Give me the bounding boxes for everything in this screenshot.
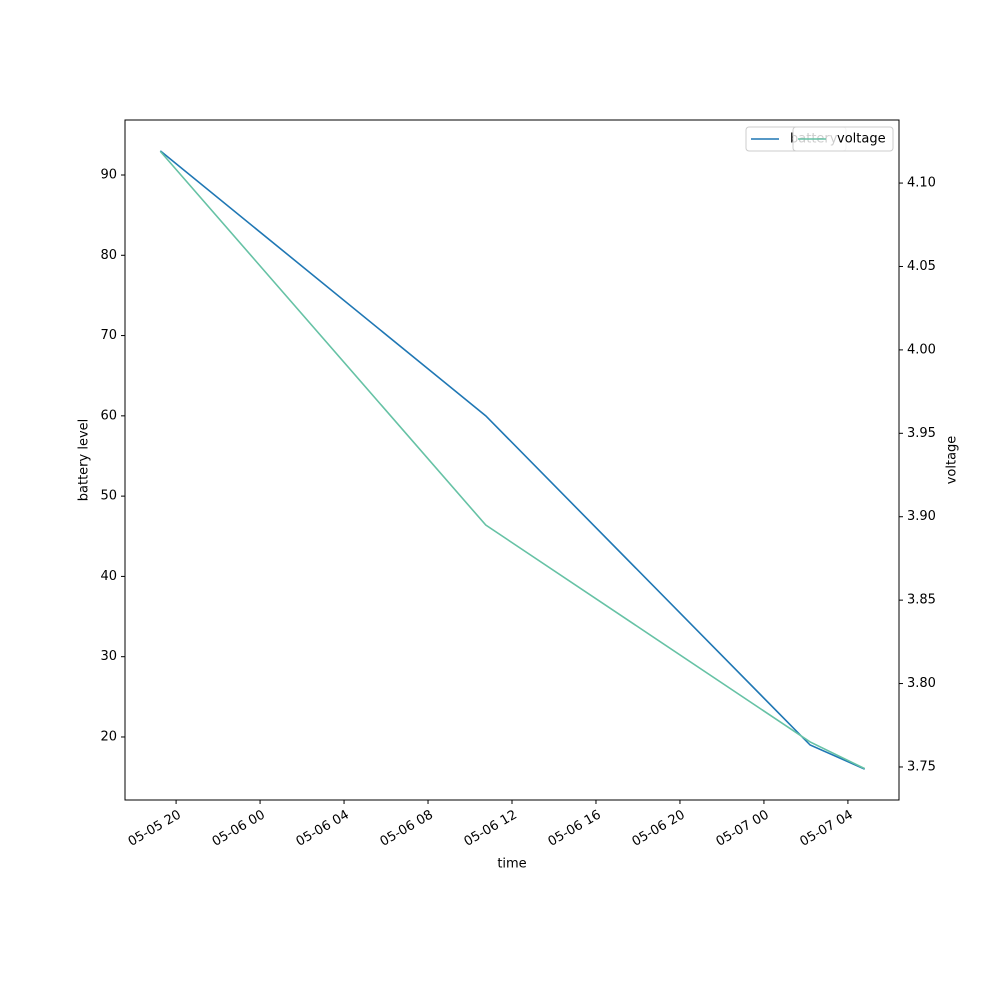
x-tick-label: 05-07 04	[798, 808, 856, 850]
y2-tick-label: 4.00	[907, 342, 936, 357]
y-tick-label: 70	[100, 328, 117, 343]
plot-frame	[124, 119, 900, 801]
x-tick-label: 05-06 12	[462, 808, 520, 850]
y2-tick-label: 3.80	[907, 676, 936, 691]
x-tick-label: 05-06 04	[294, 808, 352, 850]
series-line	[159, 150, 866, 770]
x-tick-label: 05-06 20	[630, 808, 688, 850]
y2-tick-label: 3.95	[907, 426, 936, 441]
legend: voltage	[792, 126, 894, 152]
y2-tick-label: 3.90	[907, 509, 936, 524]
x-tick-label: 05-06 00	[210, 808, 268, 850]
y-tick-label: 20	[100, 729, 117, 744]
y-axis-label: battery level	[77, 419, 92, 502]
y-tick-label: 40	[100, 569, 117, 584]
y-tick-label: 90	[100, 167, 117, 182]
y2-tick-label: 4.10	[907, 176, 936, 191]
x-tick-label: 05-06 08	[378, 808, 436, 850]
y-tick-label: 50	[100, 489, 117, 504]
y-tick-label: 80	[100, 248, 117, 263]
y-tick-label: 30	[100, 649, 117, 664]
x-axis-label: time	[497, 857, 526, 872]
y2-axis-label: voltage	[945, 436, 960, 485]
x-tick-label: 05-05 20	[126, 808, 184, 850]
x-tick-label: 05-07 00	[714, 808, 772, 850]
legend-box	[792, 126, 894, 152]
legend-label: voltage	[837, 132, 886, 147]
x-tick-label: 05-06 16	[546, 808, 604, 850]
series-line	[159, 150, 866, 770]
y2-tick-label: 3.85	[907, 593, 936, 608]
y-tick-label: 60	[100, 408, 117, 423]
y2-tick-label: 3.75	[907, 759, 936, 774]
y2-tick-label: 4.05	[907, 259, 936, 274]
